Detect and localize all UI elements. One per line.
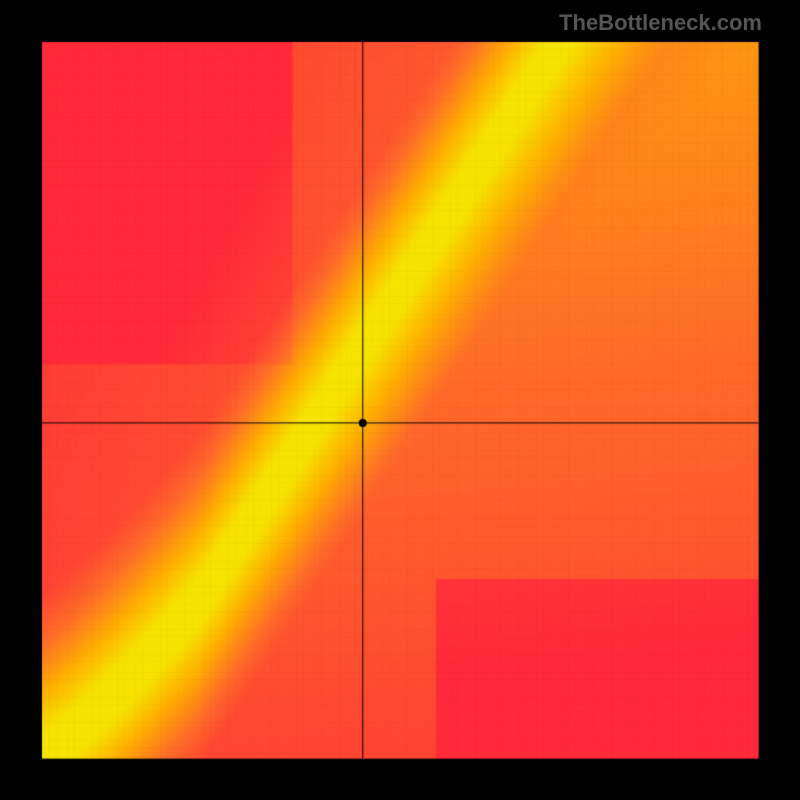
watermark-text: TheBottleneck.com xyxy=(559,10,762,36)
chart-container: { "watermark": { "text": "TheBottleneck.… xyxy=(0,0,800,800)
bottleneck-heatmap xyxy=(0,0,800,800)
